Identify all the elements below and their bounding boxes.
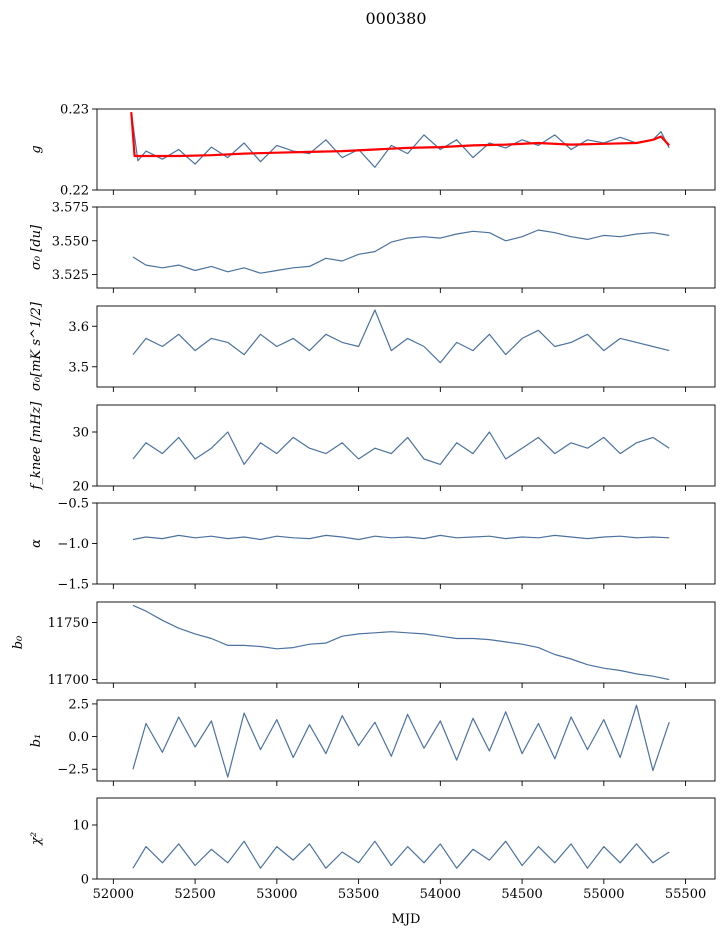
y-tick-label: −1.0: [57, 537, 89, 552]
y-tick-label: 0.0: [68, 730, 89, 745]
y-tick-label: −1.5: [57, 578, 89, 593]
y-axis-label: σ₀[mK s^1/2]: [29, 301, 44, 391]
y-axis-label: α: [29, 539, 44, 548]
y-axis-label: f_knee [mHz]: [29, 401, 44, 491]
series-line-sigma0-du-0: [132, 229, 670, 274]
panel-b1: −2.5 0.0 2.5 b₁: [29, 697, 716, 786]
y-tick-label: 3.575: [52, 201, 89, 216]
y-tick-label: 2.5: [68, 697, 89, 712]
x-tick-label: 55500: [665, 887, 706, 902]
panel-frame: [96, 305, 716, 388]
y-tick-label: 10: [72, 819, 89, 834]
series-line-sigma0-mk-0: [132, 309, 670, 364]
panel-chi2: 0 10 52000 52500 53000 53500 54000 54500 55000 55…: [29, 797, 716, 902]
y-tick-label: 11700: [48, 673, 89, 688]
series-line-chi2-0: [132, 840, 670, 869]
y-tick-label: 0: [81, 873, 89, 888]
x-tick-label: 52500: [174, 887, 215, 902]
x-tick-label: 54000: [420, 887, 461, 902]
y-tick-label: 3.525: [52, 268, 89, 283]
panel-frame: [96, 108, 716, 191]
y-axis-label: σ₀ [du]: [29, 224, 44, 270]
y-tick-label: 3.6: [68, 320, 89, 335]
y-axis-label: χ²: [29, 832, 44, 846]
panel-b0: 11700 11750 b₀: [11, 601, 716, 688]
panel-frame: [96, 404, 716, 487]
panel-frame: [96, 206, 716, 289]
x-axis-label: MJD: [392, 912, 421, 927]
panel-alpha: −1.5 −1.0 −0.5 α: [29, 497, 716, 593]
series-line-g-0: [130, 112, 670, 168]
panel-sigma0-du: 3.525 3.550 3.575 σ₀ [du]: [29, 201, 716, 293]
panel-g: 0.22 0.23 g: [29, 103, 716, 199]
x-tick-label: 53000: [256, 887, 297, 902]
x-tick-label: 55000: [583, 887, 624, 902]
series-line-g-1: [130, 112, 671, 158]
y-axis-label: b₁: [29, 734, 44, 748]
x-tick-label: 54500: [501, 887, 542, 902]
y-tick-label: 0.23: [60, 103, 89, 118]
x-tick-label: 52000: [93, 887, 134, 902]
y-axis-label: g: [29, 145, 44, 153]
series-line-fknee-0: [132, 431, 670, 465]
y-tick-label: −0.5: [57, 497, 89, 512]
y-tick-label: 0.22: [60, 184, 89, 199]
panel-sigma0-mk: 3.5 3.6 σ₀[mK s^1/2]: [29, 301, 716, 392]
panel-frame: [96, 797, 716, 880]
panel-frame: [96, 601, 716, 684]
y-tick-label: 3.550: [52, 234, 89, 249]
x-tick-label: 53500: [338, 887, 379, 902]
panel-frame: [96, 699, 716, 782]
y-tick-label: 11750: [48, 616, 89, 631]
series-line-alpha-0: [132, 534, 670, 541]
y-tick-label: 30: [72, 426, 89, 441]
y-axis-label: b₀: [11, 635, 26, 649]
panels: 0.22 0.23 g 3.525 3.550 3.575 σ₀ [du] 3.5 3.6 σ₀[…: [11, 103, 716, 902]
panel-fknee: 20 30 f_knee [mHz]: [29, 401, 716, 495]
series-line-b0-0: [132, 604, 670, 681]
y-tick-label: 20: [72, 480, 89, 495]
y-tick-label: −2.5: [57, 763, 89, 778]
series-line-b1-0: [132, 704, 670, 778]
figure-title: 000380: [365, 9, 426, 28]
y-tick-label: 3.5: [68, 360, 89, 375]
